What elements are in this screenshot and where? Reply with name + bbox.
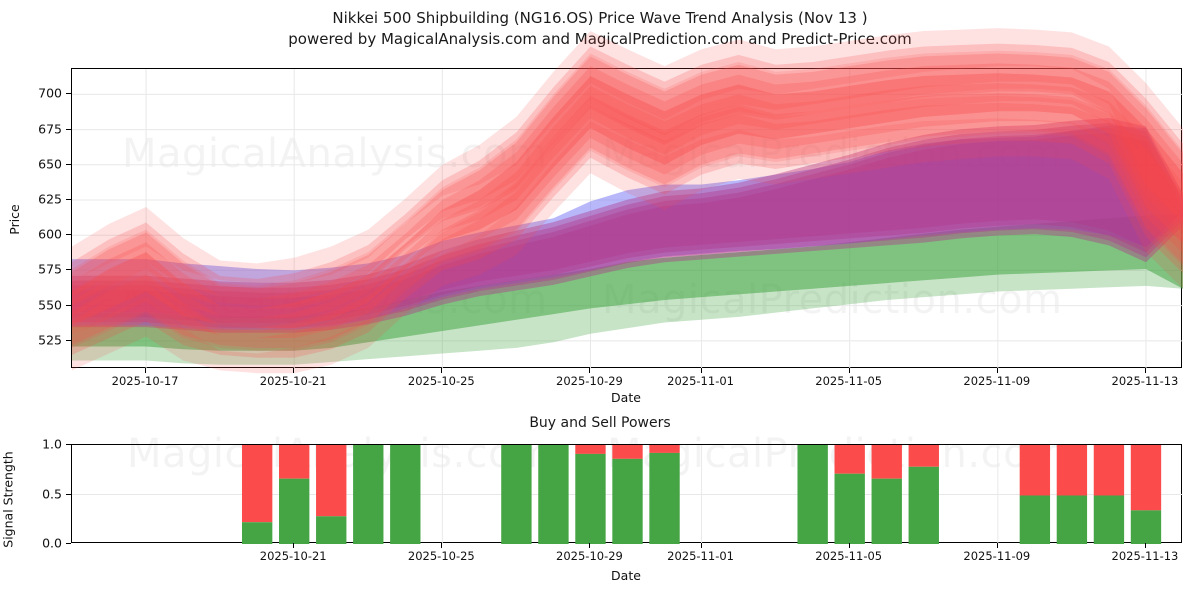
signal-x-tick [996,543,998,548]
buy-power-bar [279,478,310,544]
buy-power-bar [501,445,532,544]
price-x-tick-label: 2025-11-09 [963,374,1031,388]
price-x-tick-label: 2025-11-05 [815,374,883,388]
signal-x-tick [848,543,850,548]
price-y-axis-title: Price [6,204,22,235]
buy-power-bar [871,478,902,544]
price-x-tick [700,368,702,373]
signal-x-tick-label: 2025-10-29 [556,549,623,563]
sell-power-bar [871,445,902,479]
price-y-tick [66,269,71,271]
price-x-tick-label: 2025-10-17 [111,374,179,388]
price-y-tick-label: 600 [38,226,62,242]
price-y-tick-label: 550 [38,297,62,313]
price-x-tick [589,368,591,373]
signal-x-tick-label: 2025-10-21 [259,549,327,563]
price-x-tick [848,368,850,373]
price-y-tick [66,128,71,130]
buy-power-bar [1019,495,1051,544]
price-x-tick-label: 2025-10-29 [556,374,623,388]
price-wave-bands [72,28,1183,374]
signal-y-tick-label: 0.0 [42,535,62,551]
price-x-tick-label: 2025-10-25 [407,374,475,388]
price-chart-plot-area: MagicalAnalysis.com MagicalPrediction.co… [71,28,1183,374]
chart-subtitle: powered by MagicalAnalysis.com and Magic… [288,30,912,48]
buy-power-bar [538,445,569,544]
signal-y-tick [66,493,71,495]
signal-y-axis-title: Signal Strength [0,451,16,548]
signal-x-tick [589,543,591,548]
buy-power-bar [834,473,865,544]
price-y-tick-label: 675 [38,121,62,137]
chart-title: Nikkei 500 Shipbuilding (NG16.OS) Price … [332,9,868,27]
price-x-tick [293,368,295,373]
sell-power-bar [908,445,939,467]
sell-power-bar [649,445,680,453]
signal-x-axis-title: Date [611,568,641,583]
signal-y-tick [66,444,71,445]
signal-x-tick-label: 2025-11-09 [963,549,1031,563]
buy-power-bar [241,522,273,544]
signal-x-tick [441,543,443,548]
price-y-tick-label: 625 [38,191,62,207]
signal-x-tick-label: 2025-11-13 [1111,549,1179,563]
buy-power-bar [390,445,421,544]
price-y-tick [66,339,71,341]
signal-x-tick [293,543,295,548]
buy-power-bar [649,452,680,544]
price-y-tick-label: 650 [38,156,62,172]
price-x-tick-label: 2025-11-13 [1111,374,1179,388]
price-x-tick-label: 2025-11-01 [667,374,734,388]
price-x-tick [996,368,998,373]
sell-power-bar [1130,445,1162,511]
sell-power-bar [834,445,865,474]
buy-power-bar [353,445,384,544]
sell-power-bar [316,445,347,517]
price-y-tick [66,198,71,200]
price-y-tick [66,163,71,165]
buy-power-bar [908,466,939,544]
buy-power-bar [1056,495,1088,544]
price-y-tick-label: 700 [38,85,62,101]
sell-power-bar [1093,445,1125,496]
buy-sell-bars [72,445,1183,544]
sell-power-bar [612,445,643,459]
buy-power-bar [1130,510,1162,544]
signal-x-tick-label: 2025-10-25 [407,549,475,563]
signal-x-tick [700,543,702,548]
buy-power-bar [797,445,828,544]
price-x-tick [1144,368,1146,373]
sell-power-bar [1056,445,1088,496]
price-y-tick-label: 525 [38,332,62,348]
sell-power-bar [279,445,310,479]
signal-x-tick [1144,543,1146,548]
signal-chart-title: Buy and Sell Powers [529,415,671,431]
sell-power-bar [1019,445,1051,496]
buy-power-bar [1093,495,1125,544]
price-x-tick [145,368,147,373]
price-x-tick-label: 2025-10-21 [259,374,327,388]
signal-chart-plot-area: MagicalAnalysis.com MagicalPrediction.co… [71,431,1183,544]
price-y-tick [66,304,71,306]
price-y-tick [66,234,71,236]
page-title: Nikkei 500 Shipbuilding (NG16.OS) Price … [0,8,1200,50]
price-y-tick-label: 575 [38,261,62,277]
price-y-tick [66,93,71,95]
price-x-tick [441,368,443,373]
signal-y-tick-label: 0.5 [42,486,62,501]
buy-power-bar [575,453,606,544]
price-x-axis-title: Date [611,390,641,405]
sell-power-bar [241,445,273,523]
signal-y-tick [66,543,71,544]
signal-y-tick-label: 1.0 [42,436,62,452]
buy-power-bar [612,458,643,544]
sell-power-bar [575,445,606,454]
buy-power-bar [316,516,347,544]
signal-x-tick-label: 2025-11-01 [667,549,734,563]
signal-x-tick-label: 2025-11-05 [815,549,883,563]
